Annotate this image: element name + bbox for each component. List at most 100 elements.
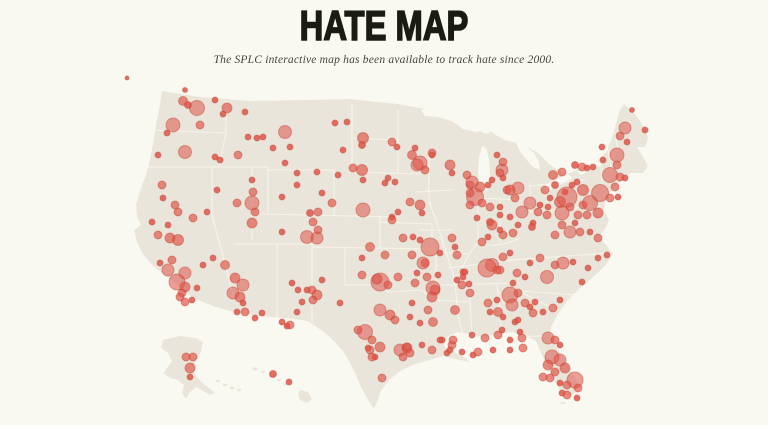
hate-group-marker[interactable] <box>353 325 363 335</box>
hate-group-marker[interactable] <box>548 170 558 180</box>
hate-group-marker[interactable] <box>583 164 591 172</box>
hate-group-marker[interactable] <box>528 223 536 231</box>
hate-group-marker[interactable] <box>308 217 318 227</box>
hate-group-marker[interactable] <box>339 146 347 154</box>
hate-group-marker[interactable] <box>253 134 261 142</box>
hate-group-marker[interactable] <box>542 210 552 220</box>
hate-group-marker[interactable] <box>414 199 426 211</box>
hate-group-marker[interactable] <box>548 303 558 313</box>
hate-group-marker[interactable] <box>535 253 545 263</box>
hate-group-marker[interactable] <box>465 280 473 288</box>
hate-group-marker[interactable] <box>448 335 458 345</box>
hate-group-marker[interactable] <box>411 144 419 152</box>
hate-group-marker[interactable] <box>605 193 615 203</box>
hate-group-marker[interactable] <box>556 296 564 304</box>
hate-group-marker[interactable] <box>154 151 162 159</box>
hate-group-marker[interactable] <box>514 316 522 324</box>
hate-group-marker[interactable] <box>473 214 481 222</box>
hate-group-marker[interactable] <box>374 341 386 353</box>
hate-group-marker[interactable] <box>465 200 475 210</box>
hate-group-marker[interactable] <box>612 160 622 170</box>
hate-group-marker[interactable] <box>418 341 426 349</box>
hate-group-marker[interactable] <box>298 298 306 306</box>
hate-group-marker[interactable] <box>336 299 344 307</box>
hate-group-marker[interactable] <box>498 252 508 262</box>
hate-group-marker[interactable] <box>165 117 181 133</box>
hate-group-marker[interactable] <box>293 181 301 189</box>
hate-group-marker[interactable] <box>167 255 177 265</box>
hate-group-marker[interactable] <box>563 225 577 239</box>
hate-group-marker[interactable] <box>486 218 494 226</box>
hate-group-marker[interactable] <box>258 309 266 317</box>
hate-group-marker[interactable] <box>504 184 516 196</box>
hate-group-marker[interactable] <box>428 151 436 159</box>
hate-group-marker[interactable] <box>234 291 246 303</box>
hate-group-marker[interactable] <box>461 268 469 276</box>
hate-group-marker[interactable] <box>241 108 249 116</box>
hate-group-marker[interactable] <box>269 370 277 378</box>
hate-group-marker[interactable] <box>493 296 501 304</box>
hate-group-marker[interactable] <box>554 205 570 221</box>
hate-group-marker[interactable] <box>159 194 167 202</box>
hate-group-marker[interactable] <box>492 265 502 275</box>
hate-group-marker[interactable] <box>499 174 507 182</box>
hate-group-marker[interactable] <box>556 379 564 387</box>
hate-group-marker[interactable] <box>450 305 460 315</box>
hate-group-marker[interactable] <box>390 315 400 325</box>
hate-group-marker[interactable] <box>562 380 572 390</box>
hate-group-marker[interactable] <box>293 169 301 177</box>
hate-group-marker[interactable] <box>164 221 172 229</box>
hate-group-marker[interactable] <box>573 394 581 402</box>
hate-group-marker[interactable] <box>559 362 571 374</box>
hate-group-marker[interactable] <box>248 187 258 197</box>
hate-group-marker[interactable] <box>582 210 592 220</box>
hate-group-marker[interactable] <box>452 250 462 260</box>
hate-group-marker[interactable] <box>186 373 194 381</box>
hate-group-marker[interactable] <box>423 305 433 315</box>
hate-group-marker[interactable] <box>508 228 518 238</box>
hate-group-marker[interactable] <box>387 137 397 147</box>
hate-group-marker[interactable] <box>598 143 606 151</box>
hate-group-marker[interactable] <box>514 221 522 229</box>
hate-group-marker[interactable] <box>484 181 492 189</box>
hate-group-marker[interactable] <box>391 178 399 186</box>
hate-group-marker[interactable] <box>447 233 457 243</box>
hate-group-marker[interactable] <box>156 259 164 267</box>
hate-group-marker[interactable] <box>193 284 201 292</box>
hate-group-marker[interactable] <box>244 195 260 211</box>
hate-group-marker[interactable] <box>496 203 504 211</box>
hate-group-marker[interactable] <box>575 227 585 237</box>
hate-group-marker[interactable] <box>195 120 205 130</box>
hate-group-marker[interactable] <box>416 319 424 327</box>
hate-group-marker[interactable] <box>436 336 444 344</box>
hate-group-marker[interactable] <box>520 298 530 308</box>
hate-group-marker[interactable] <box>310 231 324 245</box>
hate-group-marker[interactable] <box>509 279 517 287</box>
hate-group-marker[interactable] <box>485 202 495 212</box>
hate-group-marker[interactable] <box>373 303 387 317</box>
hate-group-marker[interactable] <box>387 215 397 225</box>
hate-group-marker[interactable] <box>348 163 358 173</box>
hate-group-marker[interactable] <box>170 200 180 210</box>
hate-group-marker[interactable] <box>313 168 321 176</box>
hate-group-marker[interactable] <box>250 207 260 217</box>
hate-group-marker[interactable] <box>293 308 301 316</box>
hate-group-marker[interactable] <box>233 308 241 316</box>
hate-group-marker[interactable] <box>498 157 508 167</box>
hate-group-marker[interactable] <box>365 242 375 252</box>
hate-group-marker[interactable] <box>383 280 393 290</box>
hate-group-marker[interactable] <box>477 198 487 208</box>
hate-group-marker[interactable] <box>294 286 302 294</box>
hate-group-marker[interactable] <box>542 359 554 371</box>
hate-group-marker[interactable] <box>602 167 618 183</box>
hate-group-marker[interactable] <box>240 307 250 317</box>
hate-group-marker[interactable] <box>188 352 198 362</box>
hate-group-marker[interactable] <box>343 118 351 126</box>
hate-group-marker[interactable] <box>232 198 242 208</box>
hate-group-marker[interactable] <box>493 151 501 159</box>
hate-group-marker[interactable] <box>355 202 371 218</box>
hate-group-marker[interactable] <box>420 237 440 257</box>
hate-group-marker[interactable] <box>211 96 219 104</box>
hate-group-marker[interactable] <box>589 163 597 171</box>
hate-group-marker[interactable] <box>153 230 163 240</box>
